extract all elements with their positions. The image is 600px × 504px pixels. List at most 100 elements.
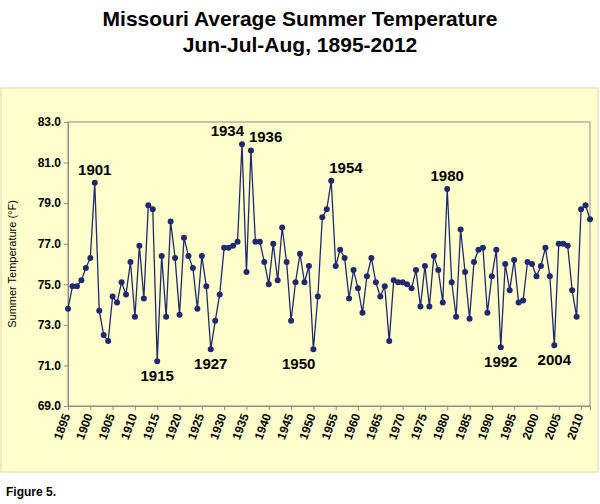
y-tick: 71.0 bbox=[38, 359, 68, 373]
marker bbox=[319, 214, 325, 220]
marker bbox=[346, 295, 352, 301]
x-tick: 1970 bbox=[386, 406, 408, 442]
x-tick-label: 1925 bbox=[185, 411, 207, 441]
marker bbox=[440, 300, 446, 306]
marker bbox=[199, 253, 205, 259]
x-tick: 1905 bbox=[96, 406, 118, 442]
marker bbox=[297, 251, 303, 257]
annotation: 1950 bbox=[282, 355, 315, 372]
x-tick-mark bbox=[514, 406, 515, 410]
x-tick-mark bbox=[492, 406, 493, 410]
marker bbox=[533, 273, 539, 279]
marker bbox=[417, 304, 423, 310]
x-tick: 1980 bbox=[430, 406, 452, 442]
x-tick-label: 1980 bbox=[430, 411, 452, 441]
marker bbox=[141, 295, 147, 301]
marker bbox=[583, 202, 589, 208]
x-tick-mark bbox=[470, 406, 471, 410]
y-axis: 69.071.073.075.077.079.081.083.0 bbox=[38, 115, 69, 413]
y-tick: 81.0 bbox=[38, 156, 68, 170]
x-tick: 1975 bbox=[408, 406, 430, 442]
annotation: 1915 bbox=[141, 367, 174, 384]
marker bbox=[453, 314, 459, 320]
y-tick-label: 83.0 bbox=[38, 115, 62, 129]
marker bbox=[248, 147, 254, 153]
y-tick: 75.0 bbox=[38, 278, 68, 292]
x-tick-mark bbox=[380, 406, 381, 410]
y-tick-label: 77.0 bbox=[38, 237, 62, 251]
marker bbox=[435, 267, 441, 273]
marker bbox=[359, 310, 365, 316]
marker bbox=[480, 245, 486, 251]
marker bbox=[208, 346, 214, 352]
x-tick: 1955 bbox=[319, 406, 341, 442]
marker bbox=[444, 186, 450, 192]
x-tick-label: 1955 bbox=[319, 411, 341, 441]
y-tick: 69.0 bbox=[38, 399, 68, 413]
marker bbox=[92, 180, 98, 186]
annotation: 1954 bbox=[329, 159, 363, 176]
x-tick-label: 1895 bbox=[51, 411, 73, 441]
chart: Missouri Average Summer TemperatureJun-J… bbox=[0, 0, 600, 504]
plot-area bbox=[68, 122, 590, 406]
marker bbox=[190, 265, 196, 271]
marker bbox=[520, 298, 526, 304]
x-tick-mark bbox=[269, 406, 270, 410]
marker bbox=[83, 265, 89, 271]
x-tick-label: 2005 bbox=[542, 411, 564, 441]
marker bbox=[337, 247, 343, 253]
marker bbox=[542, 245, 548, 251]
x-axis: 1895190019051910191519201925193019351940… bbox=[51, 406, 591, 442]
marker bbox=[306, 263, 312, 269]
x-tick-label: 1935 bbox=[229, 411, 251, 441]
x-tick-mark bbox=[403, 406, 404, 410]
x-tick-mark bbox=[90, 406, 91, 410]
marker bbox=[181, 235, 187, 241]
y-tick-mark bbox=[64, 406, 68, 407]
marker bbox=[431, 253, 437, 259]
x-tick-mark bbox=[313, 406, 314, 410]
y-tick-label: 71.0 bbox=[38, 359, 62, 373]
marker bbox=[154, 358, 160, 364]
marker bbox=[382, 283, 388, 289]
marker bbox=[78, 277, 84, 283]
x-tick-mark bbox=[202, 406, 203, 410]
x-tick-label: 1965 bbox=[363, 411, 385, 441]
marker bbox=[110, 293, 116, 299]
y-tick: 79.0 bbox=[38, 196, 68, 210]
marker bbox=[105, 338, 111, 344]
marker bbox=[101, 332, 107, 338]
chart-area bbox=[1, 88, 598, 472]
marker bbox=[132, 314, 138, 320]
marker bbox=[168, 218, 174, 224]
marker bbox=[368, 255, 374, 261]
annotation: 1936 bbox=[249, 128, 282, 145]
x-tick: 2010 bbox=[564, 406, 586, 442]
x-tick: 2005 bbox=[542, 406, 564, 442]
marker bbox=[203, 283, 209, 289]
marker bbox=[489, 273, 495, 279]
marker bbox=[409, 285, 415, 291]
marker bbox=[301, 279, 307, 285]
x-tick-mark bbox=[291, 406, 292, 410]
marker bbox=[422, 263, 428, 269]
marker bbox=[257, 239, 263, 245]
marker bbox=[217, 291, 223, 297]
x-tick-mark bbox=[336, 406, 337, 410]
annotation: 1901 bbox=[78, 161, 111, 178]
marker bbox=[96, 308, 102, 314]
marker bbox=[150, 206, 156, 212]
x-tick: 1925 bbox=[185, 406, 207, 442]
marker bbox=[123, 291, 129, 297]
marker bbox=[270, 241, 276, 247]
x-tick-mark bbox=[358, 406, 359, 410]
marker bbox=[355, 285, 361, 291]
y-tick: 83.0 bbox=[38, 115, 68, 129]
marker bbox=[230, 243, 236, 249]
y-tick-mark bbox=[64, 203, 68, 204]
marker bbox=[511, 257, 517, 263]
marker bbox=[565, 243, 571, 249]
x-tick: 1915 bbox=[140, 406, 162, 442]
marker bbox=[261, 259, 267, 265]
x-tick-mark bbox=[135, 406, 136, 410]
